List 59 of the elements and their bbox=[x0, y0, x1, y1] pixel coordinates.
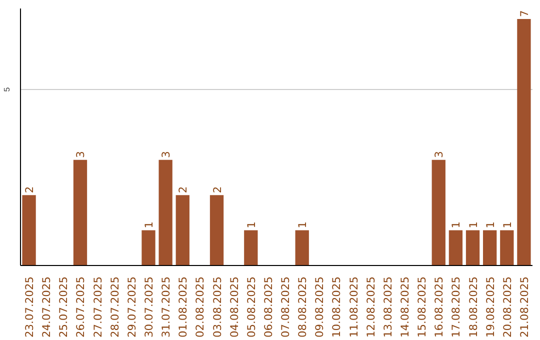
data-label: 2 bbox=[210, 186, 224, 194]
data-label: 1 bbox=[466, 222, 480, 228]
data-label: 1 bbox=[500, 222, 514, 228]
bar bbox=[244, 230, 258, 266]
data-label: 3 bbox=[74, 151, 88, 158]
x-tick-label: 27.07.2025 bbox=[91, 276, 104, 338]
bar bbox=[158, 160, 172, 266]
x-tick-label: 10.08.2025 bbox=[330, 276, 344, 338]
data-label: 1 bbox=[484, 222, 497, 228]
x-tick-label: 16.08.2025 bbox=[432, 276, 446, 338]
x-tick-label: 08.08.2025 bbox=[296, 276, 310, 338]
x-tick-label: 14.08.2025 bbox=[398, 276, 412, 338]
x-tick-label: 23.07.2025 bbox=[23, 276, 36, 338]
bar bbox=[448, 230, 463, 266]
x-tick-label: 17.08.2025 bbox=[450, 276, 463, 338]
bar bbox=[295, 230, 309, 266]
x-tick-label: 21.08.2025 bbox=[518, 276, 531, 338]
x-tick-label: 12.08.2025 bbox=[364, 276, 378, 338]
data-label: 3 bbox=[160, 151, 173, 158]
x-tick-label: 05.08.2025 bbox=[244, 276, 258, 338]
x-tick-label: 02.08.2025 bbox=[194, 276, 207, 338]
x-tick-label: 19.08.2025 bbox=[484, 276, 497, 338]
x-tick-label: 09.08.2025 bbox=[313, 276, 326, 338]
x-tick-label: 13.08.2025 bbox=[381, 276, 394, 338]
x-tick-label: 11.08.2025 bbox=[347, 276, 360, 338]
x-tick-label: 01.08.2025 bbox=[176, 276, 190, 338]
bar bbox=[22, 195, 36, 266]
x-tick-label: 24.07.2025 bbox=[40, 276, 54, 338]
x-tick-label: 29.07.2025 bbox=[125, 276, 138, 338]
data-label: 1 bbox=[244, 222, 258, 228]
bar bbox=[176, 195, 190, 266]
x-tick-label: 15.08.2025 bbox=[416, 276, 429, 338]
data-label: 2 bbox=[23, 186, 36, 194]
x-tick-label: 30.07.2025 bbox=[142, 276, 156, 338]
x-tick-label: 03.08.2025 bbox=[210, 276, 224, 338]
bar bbox=[210, 195, 224, 266]
bar bbox=[483, 230, 497, 266]
x-tick-label: 31.07.2025 bbox=[160, 276, 173, 338]
y-tick-label: 5 bbox=[2, 86, 12, 92]
data-label: 7 bbox=[518, 10, 531, 18]
bar bbox=[432, 160, 446, 266]
x-tick-label: 06.08.2025 bbox=[262, 276, 275, 338]
bar bbox=[73, 160, 88, 266]
data-label: 3 bbox=[432, 151, 446, 158]
x-tick-label: 04.08.2025 bbox=[228, 276, 241, 338]
bar bbox=[142, 230, 156, 266]
data-label: 1 bbox=[450, 222, 463, 228]
data-label: 2 bbox=[176, 186, 190, 194]
x-tick-label: 07.08.2025 bbox=[279, 276, 292, 338]
x-tick-label: 28.07.2025 bbox=[108, 276, 122, 338]
bar bbox=[517, 19, 531, 266]
x-tick-label: 20.08.2025 bbox=[500, 276, 514, 338]
bar bbox=[466, 230, 480, 266]
x-tick-label: 26.07.2025 bbox=[74, 276, 88, 338]
data-label: 1 bbox=[296, 222, 310, 228]
bar bbox=[500, 230, 514, 266]
x-tick-label: 18.08.2025 bbox=[466, 276, 480, 338]
x-tick-label: 25.07.2025 bbox=[57, 276, 70, 338]
data-label: 1 bbox=[142, 222, 156, 228]
